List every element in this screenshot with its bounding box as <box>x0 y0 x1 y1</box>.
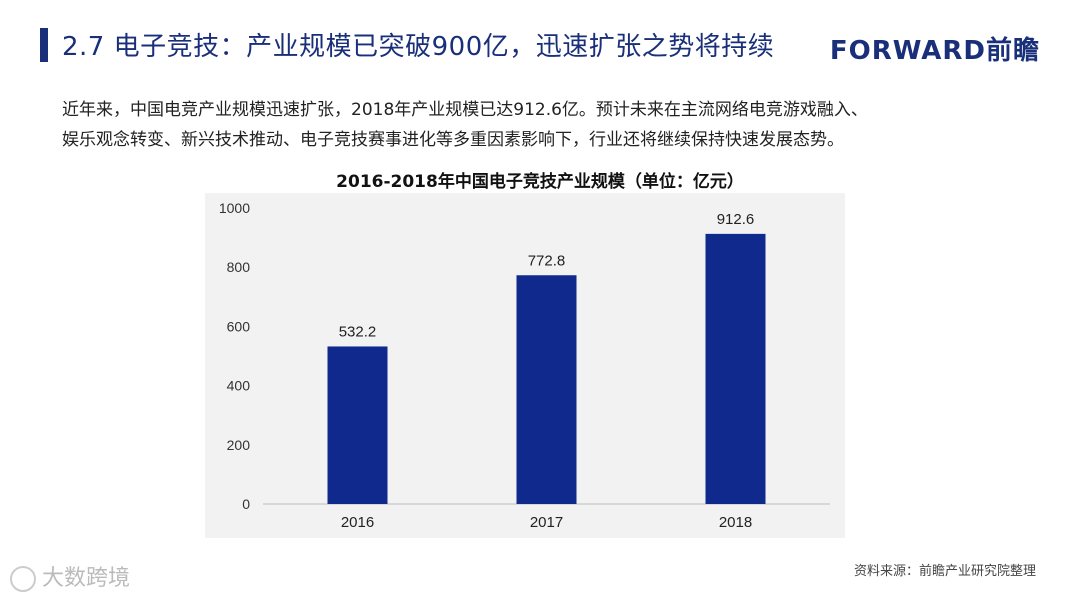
y-tick-label: 0 <box>242 496 250 512</box>
chart-title: 2016-2018年中国电子竞技产业规模（单位：亿元） <box>336 172 744 192</box>
bar-chart: 0 200 400 600 800 1000 532.2 2016 772.8 2017 912.6… <box>219 200 830 531</box>
x-tick-label-2017: 2017 <box>530 514 563 531</box>
watermark-logo-icon <box>10 566 36 592</box>
watermark: 大数跨境 <box>10 560 130 592</box>
x-tick-label-2018: 2018 <box>719 514 752 531</box>
intro-line-1: 近年来，中国电竞产业规模迅速扩张，2018年产业规模已达912.6亿。预计未来在… <box>62 100 868 120</box>
intro-paragraph: 近年来，中国电竞产业规模迅速扩张，2018年产业规模已达912.6亿。预计未来在… <box>62 95 1022 155</box>
x-tick-label-2016: 2016 <box>341 514 374 531</box>
y-tick-label: 400 <box>227 378 251 394</box>
brand-logo: FORWARD前瞻 <box>829 36 1040 66</box>
y-tick-label: 1000 <box>219 200 250 216</box>
chart-area: 0 200 400 600 800 1000 532.2 2016 772.8 2017 912.6… <box>205 193 845 538</box>
data-label-2016: 532.2 <box>339 323 377 340</box>
bar-2017 <box>516 275 577 504</box>
y-tick-label: 600 <box>227 318 251 334</box>
data-label-2017: 772.8 <box>528 252 566 269</box>
data-label-2018: 912.6 <box>717 211 755 228</box>
page-title: 2.7 电子竞技：产业规模已突破900亿，迅速扩张之势将持续 <box>62 32 775 62</box>
bar-2016 <box>327 346 388 504</box>
title-accent-bar <box>40 28 48 62</box>
intro-line-2: 娱乐观念转变、新兴技术推动、电子竞技赛事进化等多重因素影响下，行业还将继续保持快… <box>62 130 844 150</box>
y-tick-label: 200 <box>227 437 251 453</box>
source-note: 资料来源：前瞻产业研究院整理 <box>853 564 1036 579</box>
y-tick-label: 800 <box>227 259 251 275</box>
watermark-text: 大数跨境 <box>42 566 131 591</box>
bar-2018 <box>705 233 766 504</box>
